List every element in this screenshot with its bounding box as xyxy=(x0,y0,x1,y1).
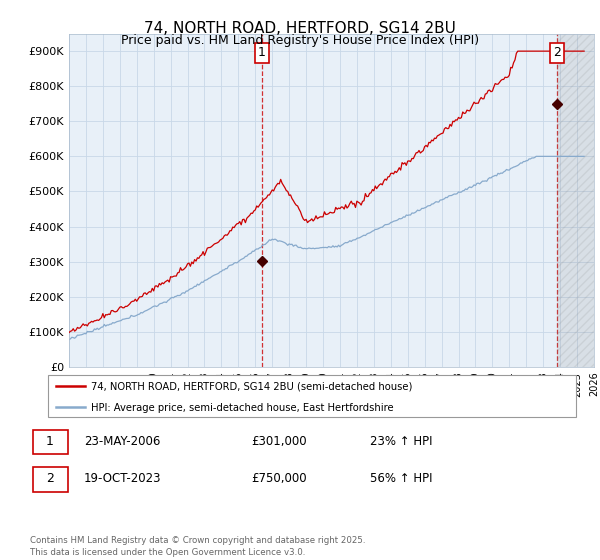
Text: 56% ↑ HPI: 56% ↑ HPI xyxy=(370,472,433,486)
Text: HPI: Average price, semi-detached house, East Hertfordshire: HPI: Average price, semi-detached house,… xyxy=(91,403,394,413)
Text: 19-OCT-2023: 19-OCT-2023 xyxy=(84,472,161,486)
Text: 23-MAY-2006: 23-MAY-2006 xyxy=(84,435,160,448)
Text: 2: 2 xyxy=(46,472,54,486)
FancyBboxPatch shape xyxy=(33,430,68,454)
Text: £301,000: £301,000 xyxy=(251,435,307,448)
Text: 23% ↑ HPI: 23% ↑ HPI xyxy=(370,435,433,448)
Text: 74, NORTH ROAD, HERTFORD, SG14 2BU (semi-detached house): 74, NORTH ROAD, HERTFORD, SG14 2BU (semi… xyxy=(91,381,413,391)
Text: Contains HM Land Registry data © Crown copyright and database right 2025.
This d: Contains HM Land Registry data © Crown c… xyxy=(30,536,365,557)
FancyBboxPatch shape xyxy=(33,467,68,492)
Text: 1: 1 xyxy=(46,435,54,448)
FancyBboxPatch shape xyxy=(48,375,576,417)
Text: £750,000: £750,000 xyxy=(251,472,307,486)
Text: Price paid vs. HM Land Registry's House Price Index (HPI): Price paid vs. HM Land Registry's House … xyxy=(121,34,479,46)
Text: 2: 2 xyxy=(553,46,560,59)
Text: 1: 1 xyxy=(258,46,266,59)
Text: 74, NORTH ROAD, HERTFORD, SG14 2BU: 74, NORTH ROAD, HERTFORD, SG14 2BU xyxy=(144,21,456,36)
